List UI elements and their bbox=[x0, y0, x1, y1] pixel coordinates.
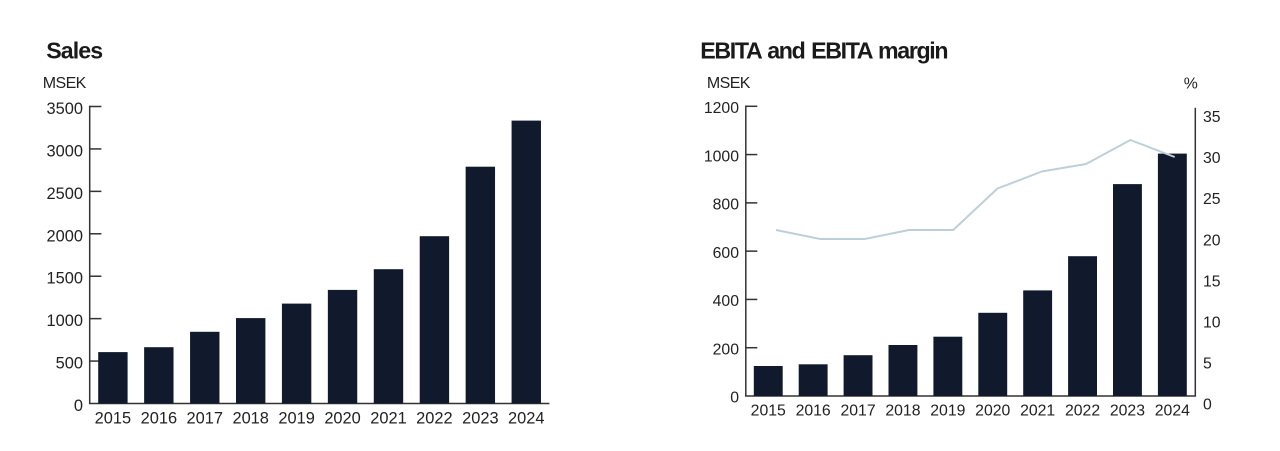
svg-text:2021: 2021 bbox=[1020, 403, 1055, 420]
svg-text:35: 35 bbox=[1203, 109, 1221, 126]
svg-text:2016: 2016 bbox=[796, 403, 831, 420]
svg-text:5: 5 bbox=[1203, 356, 1212, 373]
svg-text:MSEK: MSEK bbox=[707, 75, 751, 92]
svg-text:2020: 2020 bbox=[975, 403, 1010, 420]
svg-text:2020: 2020 bbox=[324, 410, 360, 428]
svg-text:2017: 2017 bbox=[187, 410, 223, 428]
svg-text:2019: 2019 bbox=[278, 410, 314, 428]
svg-text:2000: 2000 bbox=[47, 227, 83, 245]
svg-text:3000: 3000 bbox=[47, 142, 83, 160]
svg-text:500: 500 bbox=[56, 355, 83, 373]
svg-text:20: 20 bbox=[1203, 232, 1221, 249]
svg-text:MSEK: MSEK bbox=[43, 75, 87, 92]
svg-text:2022: 2022 bbox=[1065, 403, 1100, 420]
svg-text:Sales: Sales bbox=[46, 38, 102, 64]
svg-text:2015: 2015 bbox=[95, 410, 131, 428]
svg-text:2024: 2024 bbox=[1155, 403, 1190, 420]
svg-text:15: 15 bbox=[1203, 273, 1221, 290]
svg-text:EBITA and EBITA margin: EBITA and EBITA margin bbox=[700, 38, 947, 64]
svg-text:10: 10 bbox=[1203, 315, 1221, 332]
svg-text:0: 0 bbox=[730, 390, 739, 407]
svg-text:2021: 2021 bbox=[370, 410, 406, 428]
svg-text:%: % bbox=[1184, 76, 1198, 93]
svg-text:1000: 1000 bbox=[704, 148, 739, 165]
svg-text:2022: 2022 bbox=[416, 410, 452, 428]
svg-text:30: 30 bbox=[1203, 150, 1221, 167]
svg-text:3500: 3500 bbox=[47, 100, 83, 118]
svg-text:600: 600 bbox=[713, 245, 740, 262]
svg-text:0: 0 bbox=[1203, 397, 1212, 414]
svg-text:2015: 2015 bbox=[751, 403, 786, 420]
svg-text:2016: 2016 bbox=[141, 410, 177, 428]
svg-text:2018: 2018 bbox=[232, 410, 268, 428]
svg-text:25: 25 bbox=[1203, 191, 1221, 208]
svg-text:2019: 2019 bbox=[930, 403, 965, 420]
svg-text:2023: 2023 bbox=[462, 410, 498, 428]
svg-text:400: 400 bbox=[713, 293, 740, 310]
svg-text:2500: 2500 bbox=[47, 185, 83, 203]
svg-text:200: 200 bbox=[713, 341, 740, 358]
svg-text:2017: 2017 bbox=[840, 403, 875, 420]
svg-text:1500: 1500 bbox=[47, 270, 83, 288]
svg-text:2024: 2024 bbox=[508, 410, 544, 428]
svg-text:1200: 1200 bbox=[704, 100, 739, 117]
svg-text:2023: 2023 bbox=[1110, 403, 1145, 420]
svg-text:0: 0 bbox=[74, 397, 83, 415]
svg-text:2018: 2018 bbox=[885, 403, 920, 420]
svg-text:1000: 1000 bbox=[47, 312, 83, 330]
svg-text:800: 800 bbox=[713, 197, 740, 214]
